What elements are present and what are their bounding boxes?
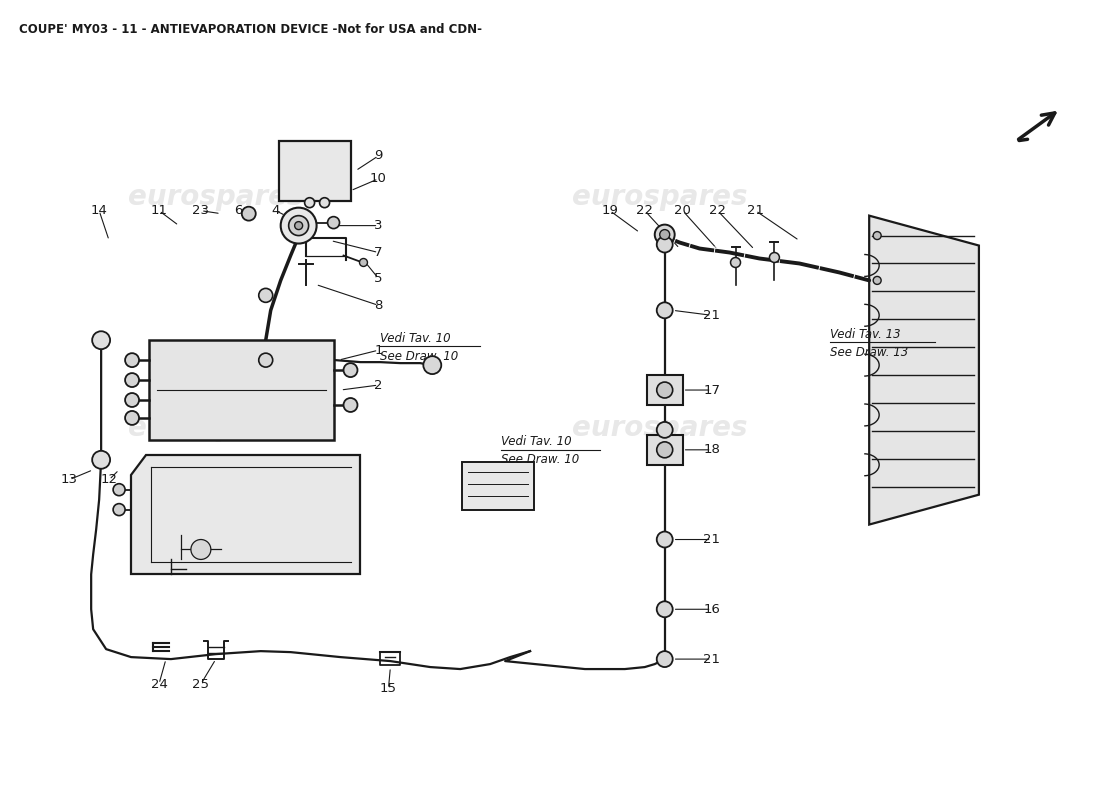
Polygon shape <box>869 216 979 525</box>
Text: 21: 21 <box>747 204 764 217</box>
Text: 21: 21 <box>703 533 720 546</box>
Circle shape <box>424 356 441 374</box>
Bar <box>462 462 534 510</box>
Text: 9: 9 <box>374 150 383 162</box>
Text: 20: 20 <box>674 204 691 217</box>
Circle shape <box>92 451 110 469</box>
Circle shape <box>657 422 673 438</box>
Text: 18: 18 <box>703 443 720 456</box>
Circle shape <box>657 602 673 618</box>
Text: 15: 15 <box>379 682 397 695</box>
Circle shape <box>125 393 139 407</box>
Circle shape <box>657 302 673 318</box>
Text: 22: 22 <box>636 204 653 217</box>
Text: eurospares: eurospares <box>572 182 748 210</box>
Circle shape <box>769 253 780 262</box>
Circle shape <box>280 208 317 243</box>
Circle shape <box>288 216 309 235</box>
Circle shape <box>360 258 367 266</box>
Circle shape <box>657 382 673 398</box>
Text: Vedi Tav. 13: Vedi Tav. 13 <box>829 328 901 341</box>
Text: See Draw. 10: See Draw. 10 <box>500 454 579 466</box>
Text: 8: 8 <box>374 299 383 312</box>
Circle shape <box>258 288 273 302</box>
Circle shape <box>343 398 358 412</box>
Bar <box>647 375 683 405</box>
Text: 16: 16 <box>703 602 720 616</box>
Circle shape <box>320 198 330 208</box>
Text: 21: 21 <box>703 653 720 666</box>
Circle shape <box>657 442 673 458</box>
Text: eurospares: eurospares <box>572 414 748 442</box>
Circle shape <box>873 231 881 239</box>
Circle shape <box>125 353 139 367</box>
Text: 21: 21 <box>703 309 720 322</box>
Text: Vedi Tav. 10: Vedi Tav. 10 <box>379 332 451 345</box>
Text: 17: 17 <box>703 383 720 397</box>
Text: 5: 5 <box>374 272 383 285</box>
Circle shape <box>657 531 673 547</box>
Circle shape <box>343 363 358 377</box>
Polygon shape <box>131 455 361 574</box>
Circle shape <box>873 277 881 285</box>
Text: 1: 1 <box>374 344 383 357</box>
Circle shape <box>125 373 139 387</box>
Circle shape <box>654 225 674 245</box>
Circle shape <box>113 504 125 515</box>
Text: 11: 11 <box>151 204 167 217</box>
Text: 10: 10 <box>370 172 387 186</box>
Text: 13: 13 <box>60 474 78 486</box>
Text: 6: 6 <box>234 204 243 217</box>
Text: 4: 4 <box>272 204 279 217</box>
Circle shape <box>295 222 302 230</box>
Bar <box>278 141 351 201</box>
Circle shape <box>660 230 670 239</box>
Circle shape <box>191 539 211 559</box>
Circle shape <box>657 651 673 667</box>
Text: 3: 3 <box>374 219 383 232</box>
Text: 25: 25 <box>192 678 209 690</box>
Text: See Draw. 13: See Draw. 13 <box>829 346 907 358</box>
Text: 24: 24 <box>151 678 167 690</box>
Circle shape <box>305 198 315 208</box>
Circle shape <box>92 331 110 349</box>
Circle shape <box>258 353 273 367</box>
Text: eurospares: eurospares <box>128 414 304 442</box>
Circle shape <box>113 484 125 496</box>
Text: See Draw. 10: See Draw. 10 <box>379 350 459 362</box>
Text: COUPE' MY03 - 11 - ANTIEVAPORATION DEVICE -Not for USA and CDN-: COUPE' MY03 - 11 - ANTIEVAPORATION DEVIC… <box>20 23 482 36</box>
Text: 23: 23 <box>192 204 209 217</box>
Circle shape <box>242 206 255 221</box>
Circle shape <box>125 411 139 425</box>
Circle shape <box>328 217 340 229</box>
Text: 7: 7 <box>374 246 383 259</box>
Text: 2: 2 <box>374 378 383 391</box>
Text: 14: 14 <box>90 204 108 217</box>
Text: 19: 19 <box>602 204 618 217</box>
Bar <box>647 435 683 465</box>
Text: 12: 12 <box>100 474 118 486</box>
Text: 22: 22 <box>710 204 726 217</box>
Bar <box>148 340 333 440</box>
Text: Vedi Tav. 10: Vedi Tav. 10 <box>500 435 571 448</box>
Circle shape <box>657 237 673 253</box>
Circle shape <box>730 258 740 267</box>
Text: eurospares: eurospares <box>128 182 304 210</box>
